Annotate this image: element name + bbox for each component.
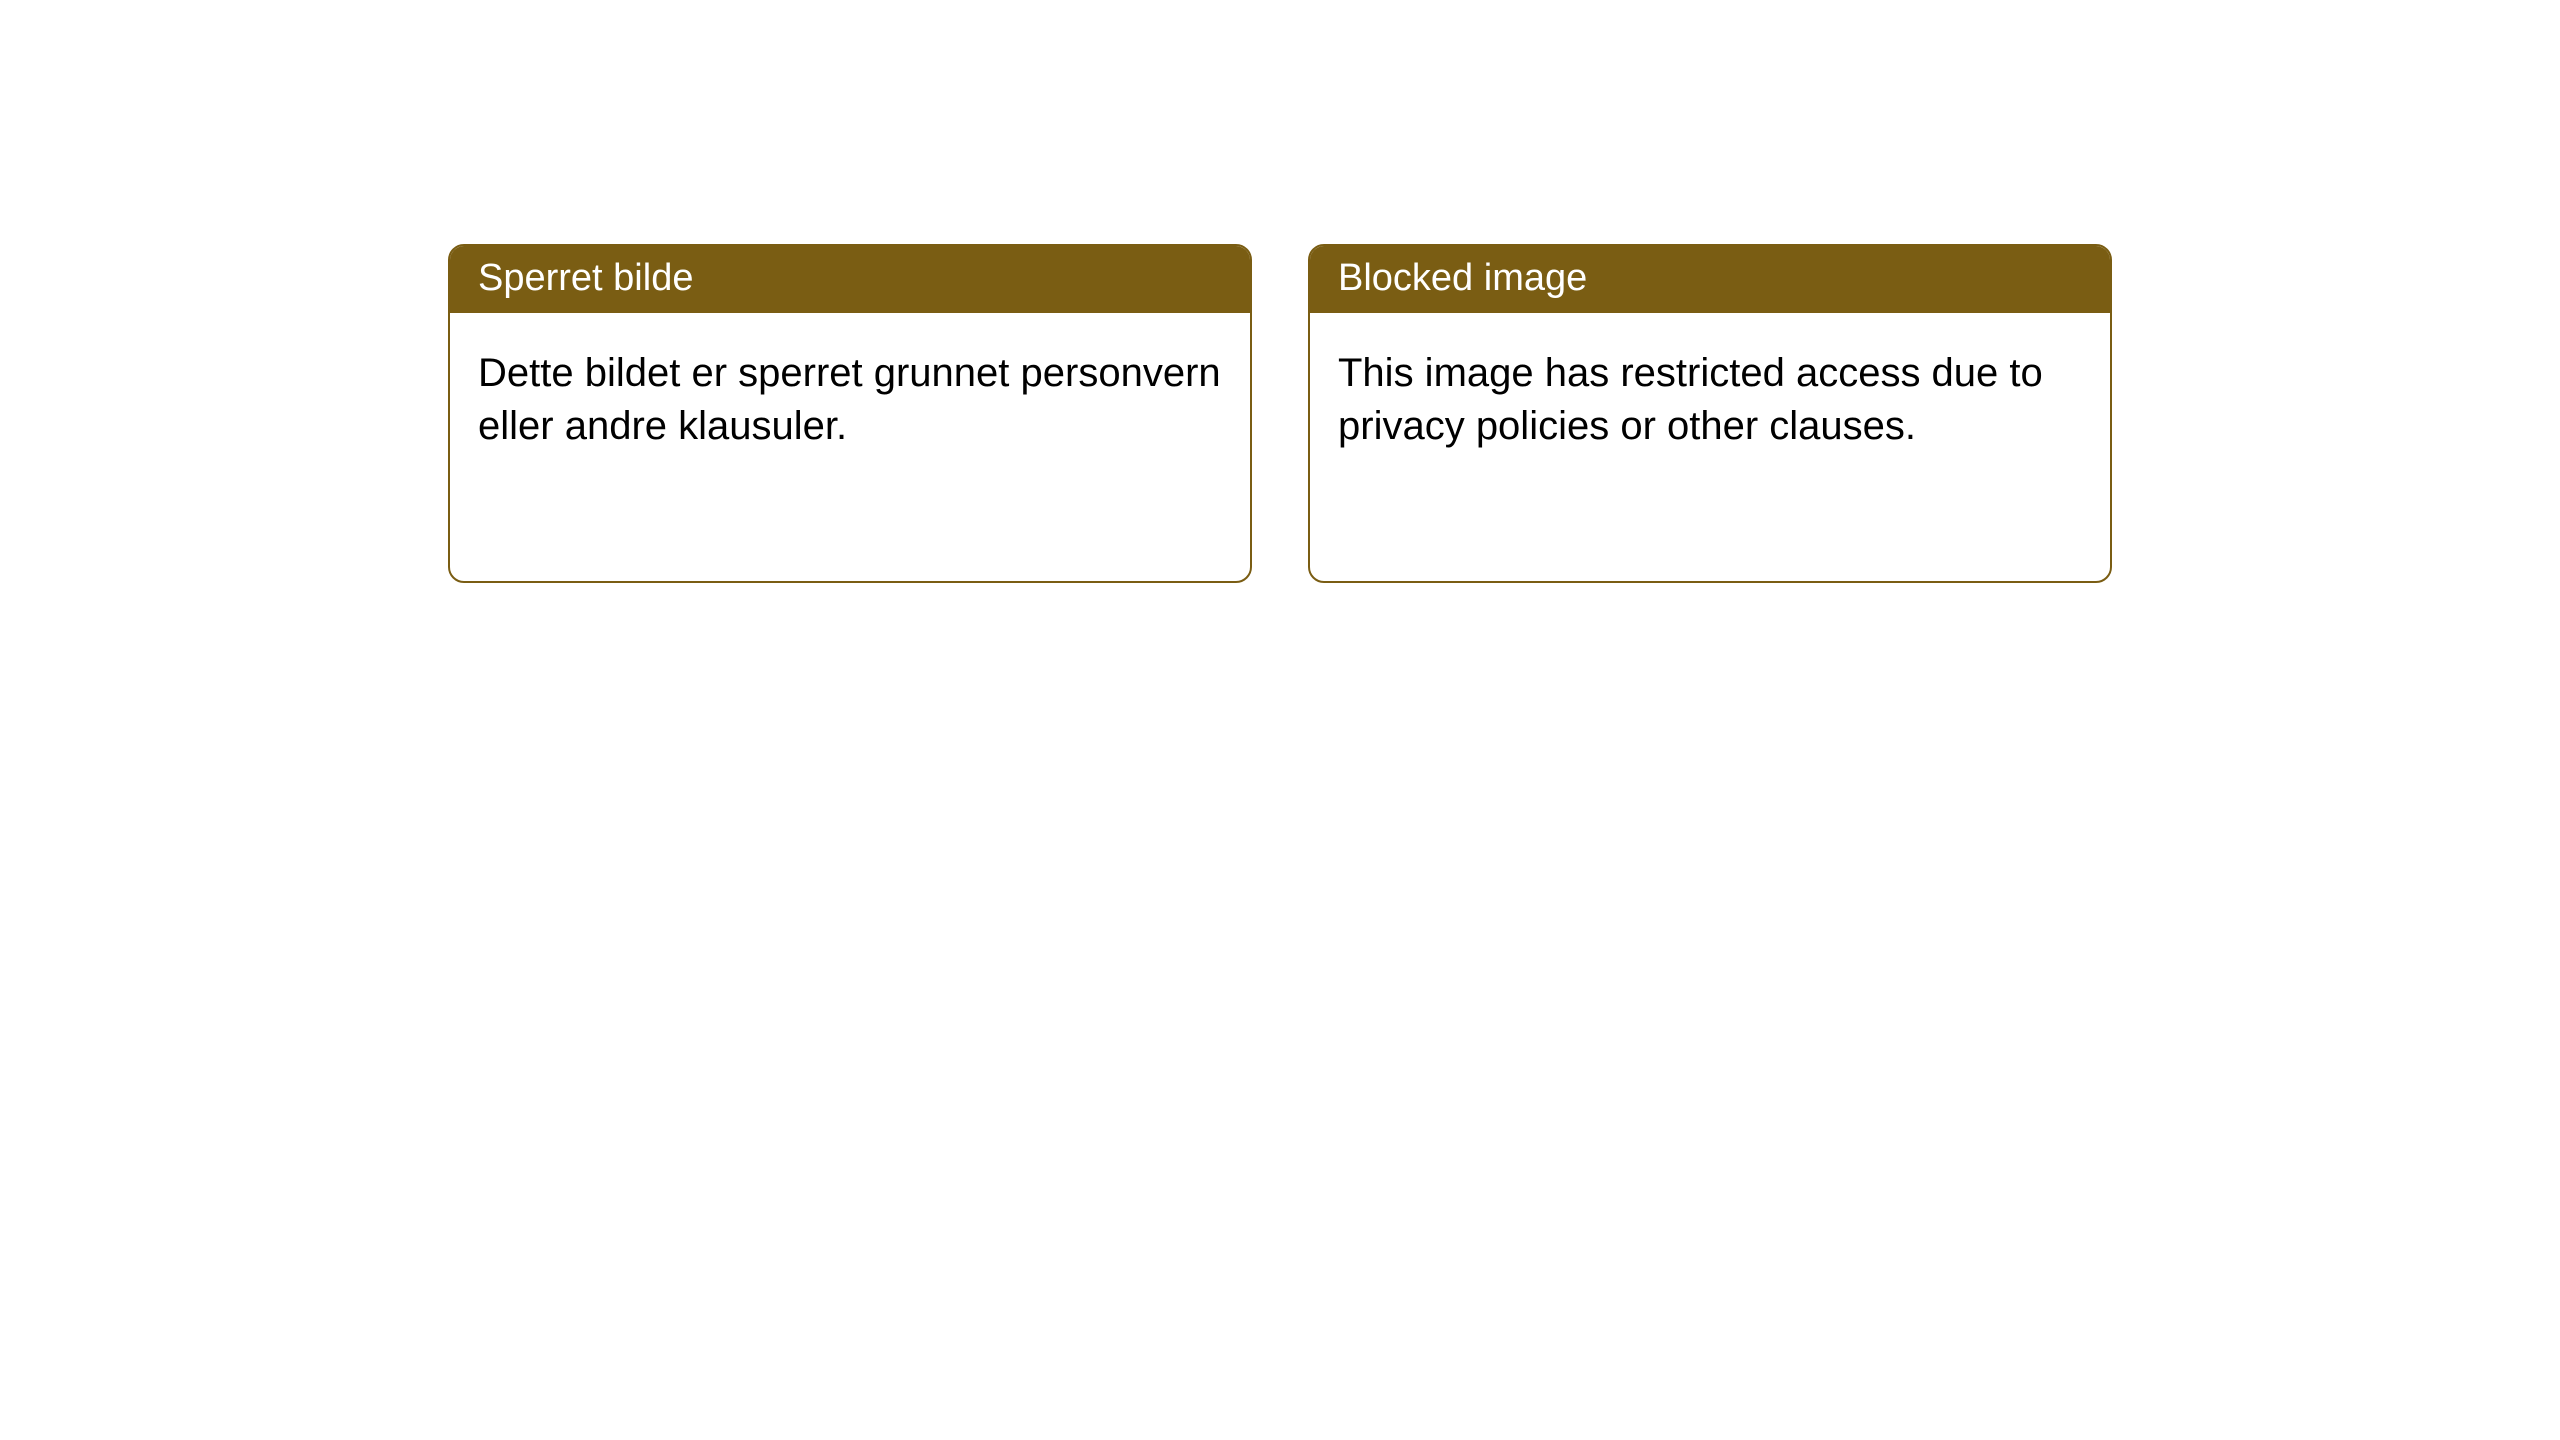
card-body-norwegian: Dette bildet er sperret grunnet personve… — [450, 313, 1250, 581]
notice-container: Sperret bilde Dette bildet er sperret gr… — [0, 0, 2560, 583]
card-header-norwegian: Sperret bilde — [450, 246, 1250, 313]
card-header-english: Blocked image — [1310, 246, 2110, 313]
notice-card-norwegian: Sperret bilde Dette bildet er sperret gr… — [448, 244, 1252, 583]
card-body-english: This image has restricted access due to … — [1310, 313, 2110, 581]
notice-card-english: Blocked image This image has restricted … — [1308, 244, 2112, 583]
